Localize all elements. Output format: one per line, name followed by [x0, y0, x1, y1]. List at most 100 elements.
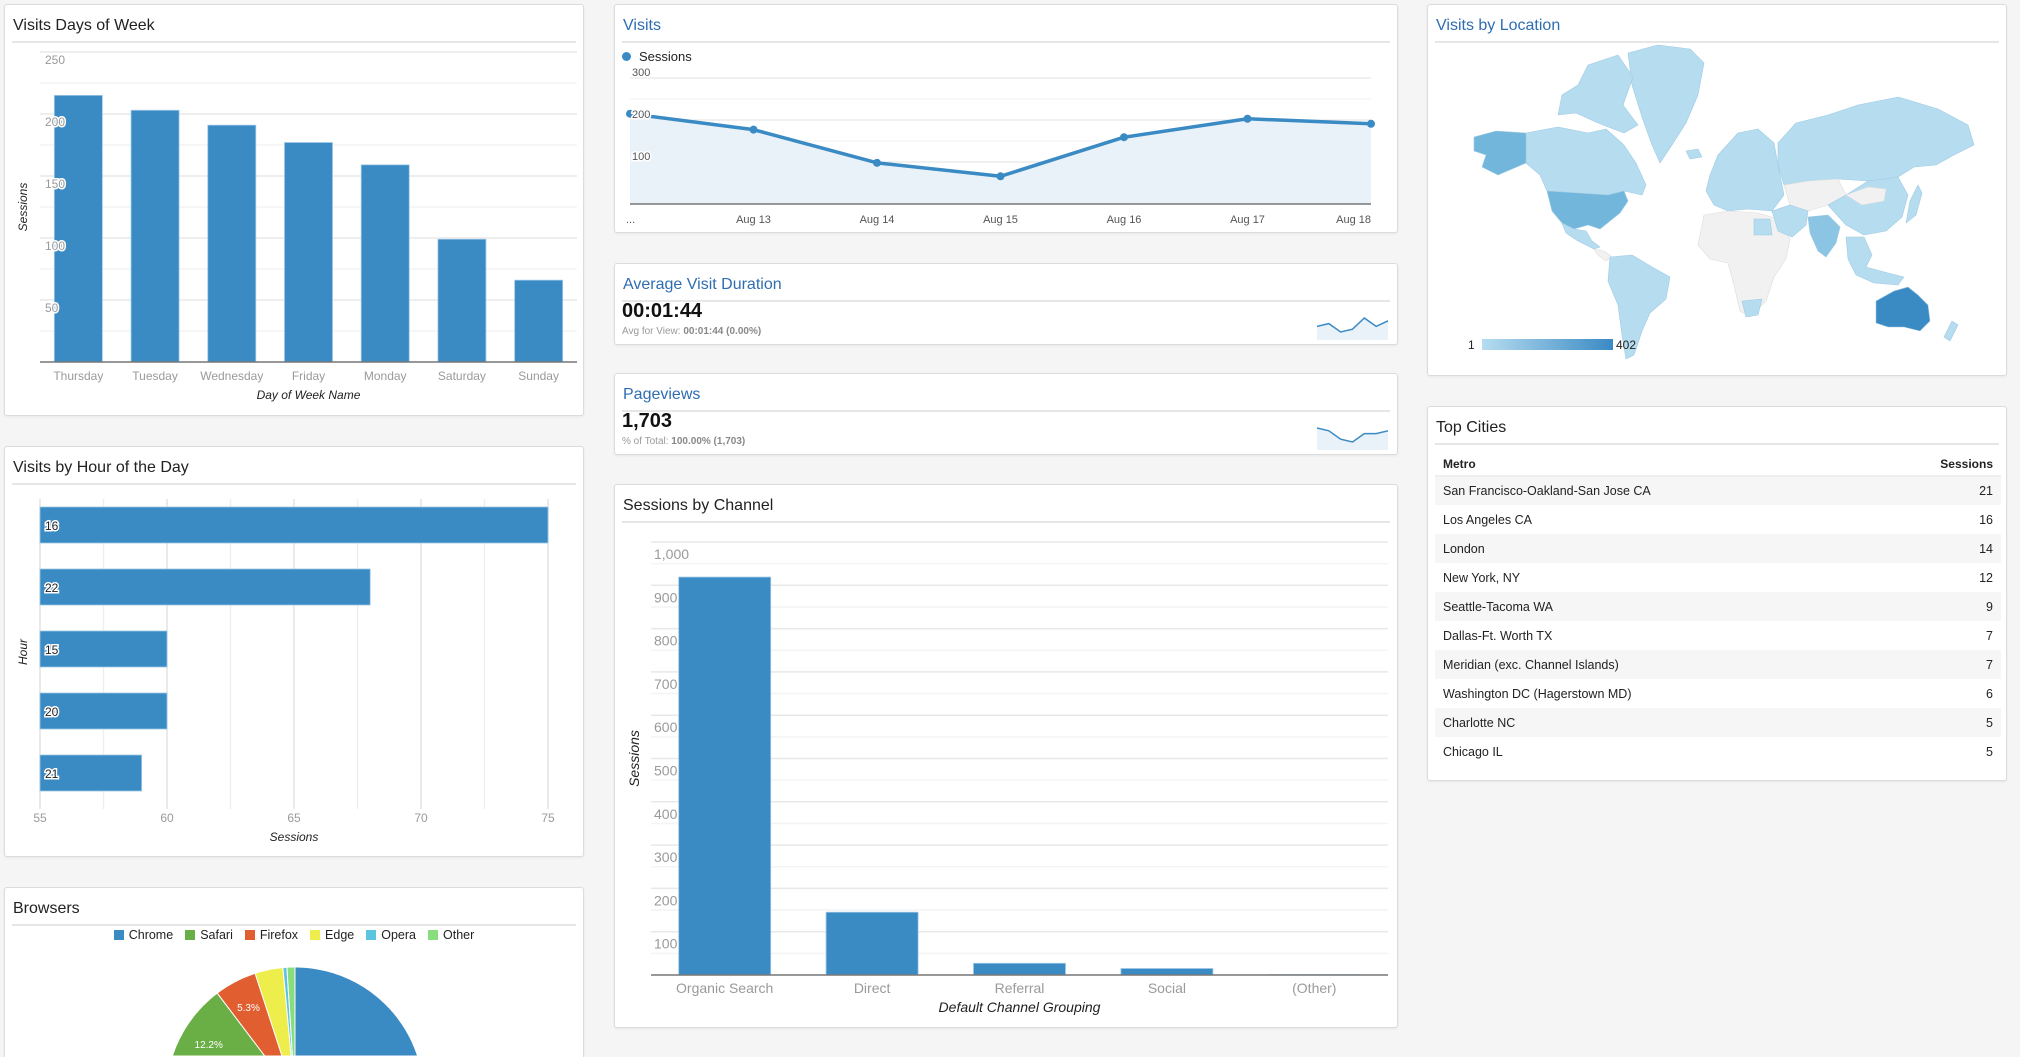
bar: [1120, 968, 1214, 976]
y-tick-label: 150: [45, 177, 65, 191]
bar: [39, 754, 142, 792]
table-row[interactable]: New York, NY 12: [1435, 563, 2001, 592]
metro-cell: Seattle-Tacoma WA: [1443, 599, 1553, 614]
map-region-mongolia-nodata[interactable]: [1845, 186, 1887, 206]
legend-swatch-icon: [113, 930, 124, 940]
map-region-china[interactable]: [1827, 176, 1909, 236]
table-row[interactable]: Meridian (exc. Channel Islands) 7: [1435, 650, 2001, 679]
map-region-mexico[interactable]: [1561, 222, 1601, 250]
top-cities-panel: Top Cities Metro Sessions San Francisco-…: [1427, 406, 2007, 781]
sub-label: % of Total:: [622, 436, 669, 447]
x-tick-label: Direct: [854, 980, 891, 996]
map-region-greenland[interactable]: [1627, 44, 1705, 164]
map-region-usa[interactable]: [1546, 190, 1629, 230]
bar: [130, 109, 180, 363]
panel-title[interactable]: Visits by Location: [1435, 5, 1999, 43]
map-region-canada[interactable]: [1525, 126, 1647, 196]
days-of-week-chart: Thursday Tuesday Wednesday Friday Monday Satu…: [16, 51, 577, 402]
legend-item[interactable]: Other: [428, 928, 474, 942]
y-tick-label: 400: [654, 806, 678, 822]
table-row[interactable]: Washington DC (Hagerstown MD) 6: [1435, 679, 2001, 708]
x-tick-label: 65: [287, 811, 301, 825]
sparkline-line: [1317, 427, 1389, 443]
y-tick-label: 500: [654, 763, 678, 779]
legend-item[interactable]: Safari: [185, 928, 233, 942]
sessions-cell: 6: [1986, 686, 1993, 701]
visits-days-of-week-panel: Visits Days of Week Thursday Tuesday Wedne…: [4, 4, 584, 416]
legend-item[interactable]: Chrome: [113, 928, 173, 942]
bar: [360, 164, 410, 363]
map-region-southeast-asia[interactable]: [1845, 236, 1905, 286]
table-row[interactable]: Seattle-Tacoma WA 9: [1435, 592, 2001, 621]
panel-title[interactable]: Pageviews: [622, 374, 1390, 412]
x-axis-title: Default Channel Grouping: [939, 999, 1101, 1015]
data-point: [996, 172, 1005, 181]
table-row[interactable]: Chicago IL 5: [1435, 737, 2001, 766]
bar: [39, 506, 549, 544]
table-row[interactable]: Charlotte NC 5: [1435, 708, 2001, 737]
top-cities-table: Metro Sessions San Francisco-Oakland-San…: [1435, 451, 2001, 766]
table-row[interactable]: San Francisco-Oakland-San Jose CA 21: [1435, 476, 2001, 505]
bar: [678, 576, 772, 976]
map-region-middle-east[interactable]: [1771, 204, 1809, 238]
bar: [284, 142, 333, 363]
legend-swatch-icon: [310, 930, 321, 940]
legend-item[interactable]: Firefox: [244, 928, 298, 942]
table-row[interactable]: Dallas-Ft. Worth TX 7: [1435, 621, 2001, 650]
x-tick-label: Aug 18: [1336, 214, 1371, 226]
map-region-europe[interactable]: [1705, 128, 1785, 212]
panel-title[interactable]: Average Visit Duration: [622, 264, 1390, 302]
panel-title: Top Cities: [1435, 407, 1999, 445]
map-region-arctic-islands[interactable]: [1557, 54, 1639, 134]
map-region-iceland[interactable]: [1685, 148, 1703, 160]
metro-cell: Dallas-Ft. Worth TX: [1443, 628, 1553, 643]
sessions-by-channel-chart: Organic Search Direct Referral Social (Other…: [626, 541, 1388, 1015]
pie-slice: [216, 972, 283, 1056]
browsers-panel: Browsers Chrome Safari Firefox Edge Opera Oth…: [4, 887, 584, 1057]
legend-item[interactable]: Opera: [366, 928, 416, 942]
x-tick-label: 70: [414, 811, 428, 825]
metro-cell: Washington DC (Hagerstown MD): [1443, 686, 1632, 701]
table-row[interactable]: London 14: [1435, 534, 2001, 563]
sessions-cell: 21: [1979, 484, 1993, 498]
column-header-sessions[interactable]: Sessions: [1868, 451, 2001, 477]
bar: [437, 238, 487, 363]
y-axis-title: Sessions: [626, 730, 642, 787]
data-point: [873, 158, 881, 167]
map-region-india[interactable]: [1807, 214, 1841, 258]
x-tick-label: 55: [33, 811, 47, 825]
x-tick-label: Tuesday: [132, 369, 178, 383]
x-tick-label: ...: [626, 214, 635, 226]
sub-value: 100.00% (1,703): [671, 436, 746, 447]
column-header-metro[interactable]: Metro: [1435, 451, 1869, 477]
panel-title[interactable]: Visits: [622, 5, 1390, 43]
x-tick-label: Saturday: [438, 369, 486, 383]
map-region-russia[interactable]: [1777, 96, 1975, 186]
legend-label: Sessions: [639, 49, 692, 64]
y-axis-title: Hour: [16, 638, 30, 665]
bar: [39, 630, 168, 668]
hour-of-day-chart: 16 22 15 20 21 55 60 65 70 75 Sessions Hour: [16, 499, 555, 844]
avg-visit-duration-panel: Average Visit Duration 00:01:44 Avg for …: [614, 263, 1398, 345]
avg-duration-subtext: Avg for View: 00:01:44 (0.00%): [622, 326, 761, 337]
map-region-alaska[interactable]: [1473, 130, 1527, 176]
map-region-australia[interactable]: [1875, 286, 1931, 332]
legend-item[interactable]: Edge: [310, 928, 354, 942]
map-region-new-zealand[interactable]: [1943, 320, 1959, 342]
visits-by-hour-panel: Visits by Hour of the Day 16 22 15 20 21 55 60…: [4, 446, 584, 857]
metro-cell: New York, NY: [1443, 570, 1521, 585]
map-region-south-africa[interactable]: [1741, 298, 1763, 318]
pie-slice: [171, 992, 266, 1056]
avg-duration-sparkline: [1317, 317, 1389, 340]
y-tick-label: 700: [654, 676, 678, 692]
metro-cell: Chicago IL: [1443, 744, 1503, 759]
map-region-japan[interactable]: [1905, 184, 1923, 224]
y-tick-label: 200: [632, 109, 650, 121]
map-region-africa[interactable]: [1697, 210, 1791, 318]
map-region-south-america[interactable]: [1607, 254, 1671, 360]
map-region-egypt[interactable]: [1753, 218, 1773, 236]
x-tick-label: Referral: [995, 980, 1045, 996]
sessions-cell: 5: [1986, 715, 1993, 730]
table-row[interactable]: Los Angeles CA 16: [1435, 505, 2001, 534]
map-region-central-america-nodata[interactable]: [1593, 248, 1613, 262]
